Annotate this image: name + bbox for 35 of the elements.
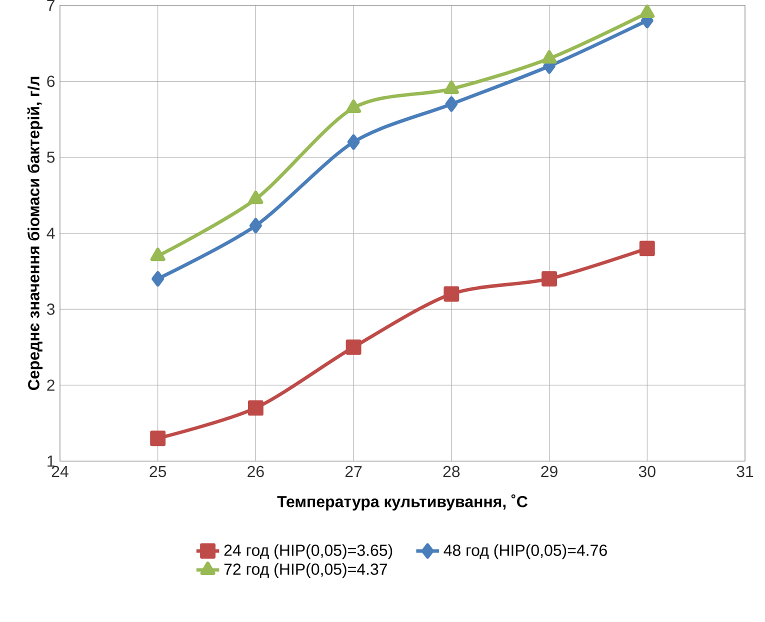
x-tick-label: 27 [345,466,362,477]
x-tick-label: 31 [736,466,754,477]
y-tick-label: 3 [46,303,55,315]
x-tick-label: 30 [638,466,656,477]
point [542,50,557,64]
legend-label: 48 год (НІР(0,05)=4.76 [444,544,607,559]
x-tick-label: 24 [52,466,68,477]
y-tick-label: 4 [46,228,55,239]
point [444,286,460,302]
point [444,80,459,94]
y-tick-label: 6 [47,75,55,87]
x-tick-label: 25 [150,466,166,477]
x-axis-title: Температура культивування, ˚С [277,494,528,510]
point [248,190,264,204]
point [640,4,655,18]
point [346,339,362,355]
point [639,240,655,256]
point [152,270,164,286]
y-tick-label: 2 [47,379,54,391]
y-tick-label: 7 [47,0,54,11]
y-axis-title: Середнє значення біомаси бактерій, г/л [27,76,43,390]
point [346,99,362,113]
point [248,400,264,416]
legend-label: 24 год (НІР(0,05)=3.65) [224,544,392,559]
point [150,430,166,446]
x-tick-label: 29 [541,466,558,477]
x-tick-label: 26 [248,466,264,477]
y-tick-label: 1 [48,455,54,466]
point [347,134,360,150]
legend-label: 72 год (НІР(0,05)=4.37 [224,562,387,578]
point [542,270,558,286]
x-tick-label: 28 [443,466,460,477]
point [249,218,262,234]
point [445,96,458,112]
y-tick-label: 5 [47,152,55,163]
